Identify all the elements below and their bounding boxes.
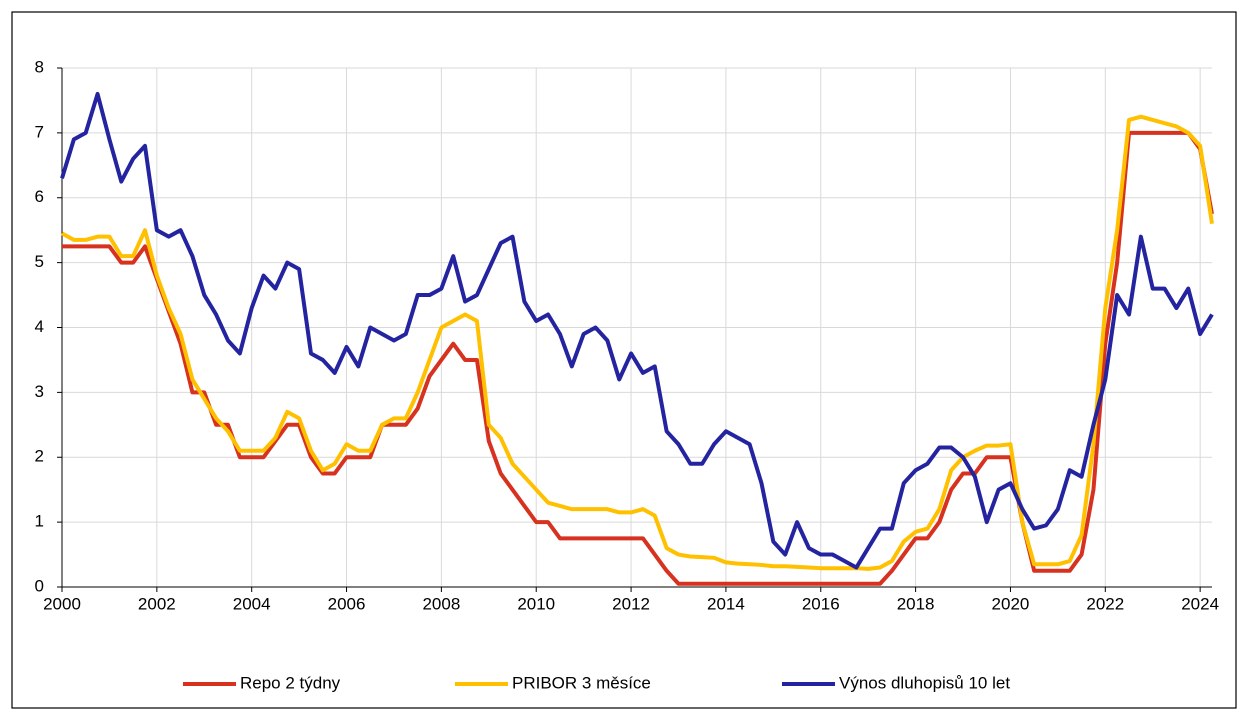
y-tick-label: 1 — [35, 512, 44, 531]
x-tick-label: 2022 — [1086, 594, 1124, 613]
legend-label: Repo 2 týdny — [240, 673, 341, 692]
y-tick-label: 5 — [35, 252, 44, 271]
chart-frame — [11, 11, 1237, 709]
x-tick-label: 2012 — [612, 594, 650, 613]
y-tick-label: 6 — [35, 187, 44, 206]
x-tick-label: 2018 — [897, 594, 935, 613]
y-tick-label: 3 — [35, 382, 44, 401]
x-tick-label: 2006 — [328, 594, 366, 613]
x-tick-label: 2008 — [422, 594, 460, 613]
x-tick-label: 2020 — [992, 594, 1030, 613]
x-tick-label: 2002 — [138, 594, 176, 613]
legend-label: PRIBOR 3 měsíce — [512, 673, 651, 692]
legend-label: Výnos dluhopisů 10 let — [839, 673, 1010, 692]
x-tick-label: 2024 — [1181, 594, 1219, 613]
y-tick-label: 0 — [35, 576, 44, 595]
y-tick-label: 7 — [35, 122, 44, 141]
y-tick-label: 4 — [35, 317, 44, 336]
x-tick-label: 2014 — [707, 594, 745, 613]
series-line — [60, 91, 1214, 570]
x-tick-label: 2000 — [43, 594, 81, 613]
x-tick-label: 2010 — [517, 594, 555, 613]
y-tick-label: 2 — [35, 447, 44, 466]
x-tick-label: 2004 — [233, 594, 271, 613]
y-tick-label: 8 — [35, 57, 44, 76]
x-tick-label: 2016 — [802, 594, 840, 613]
